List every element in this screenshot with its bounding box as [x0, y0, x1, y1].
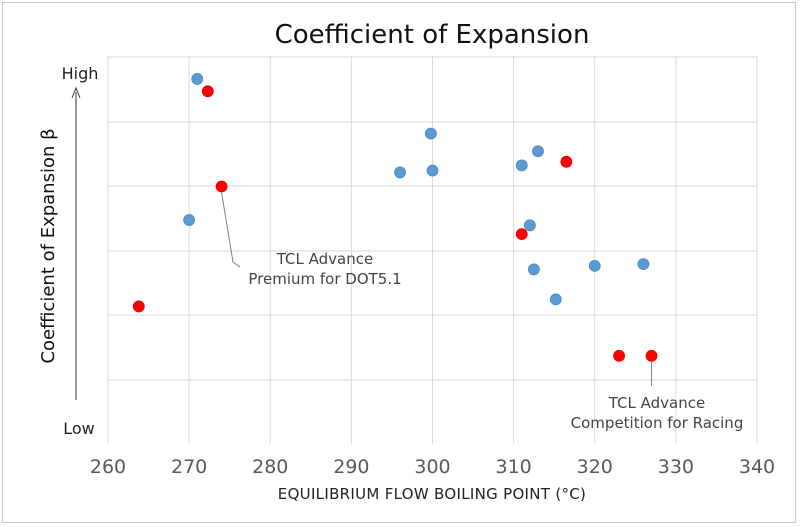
data-points [132, 73, 658, 362]
data-point-blue [588, 259, 601, 272]
y-low-label: Low [63, 419, 95, 438]
x-tick-label: 300 [414, 456, 450, 478]
data-point-blue [191, 73, 204, 85]
data-point-blue [394, 166, 406, 179]
data-point-blue [515, 159, 528, 172]
chart-title: Coefficient of Expansion [275, 20, 590, 50]
data-point-red [215, 180, 228, 193]
annotation-text: Premium for DOT5.1 [248, 270, 401, 288]
annotation-text: TCL Advance [608, 394, 705, 412]
annotation-leader-line [221, 192, 241, 268]
data-point-blue [426, 164, 439, 177]
data-point-red [515, 228, 528, 241]
data-point-red [560, 155, 573, 168]
data-point-blue [549, 293, 562, 306]
x-tick-label: 280 [252, 456, 288, 478]
x-axis-label: EQUILIBRIUM FLOW BOILING POINT (°C) [278, 485, 586, 503]
x-tick-label: 340 [739, 456, 775, 478]
data-point-blue [424, 127, 437, 140]
data-point-blue [532, 145, 544, 158]
data-point-red [613, 349, 625, 362]
data-point-red [201, 85, 214, 98]
data-point-red [645, 349, 658, 362]
annotations: TCL Advance Premium for DOT5.1 TCL Advance… [221, 192, 744, 432]
data-point-blue [183, 214, 196, 226]
annotation-text: Competition for Racing [571, 414, 744, 432]
x-tick-label: 310 [495, 456, 531, 478]
x-tick-label: 330 [658, 456, 694, 478]
y-axis-label: Coefficient of Expansion β [38, 128, 59, 363]
data-point-blue [523, 219, 536, 232]
data-point-blue [528, 263, 540, 276]
y-axis-arrow-head [71, 86, 81, 99]
annotation-text: TCL Advance [276, 250, 373, 268]
x-tick-label: 290 [333, 456, 369, 478]
data-point-red [132, 300, 145, 313]
data-point-blue [637, 258, 650, 271]
x-tick-label: 270 [171, 456, 207, 478]
grid [107, 56, 758, 444]
x-tick-label: 320 [577, 456, 613, 478]
y-high-label: High [62, 64, 99, 83]
x-tick-labels: 260 270 280 290 300 310 320 330 340 [90, 456, 775, 478]
x-tick-label: 260 [90, 456, 126, 478]
